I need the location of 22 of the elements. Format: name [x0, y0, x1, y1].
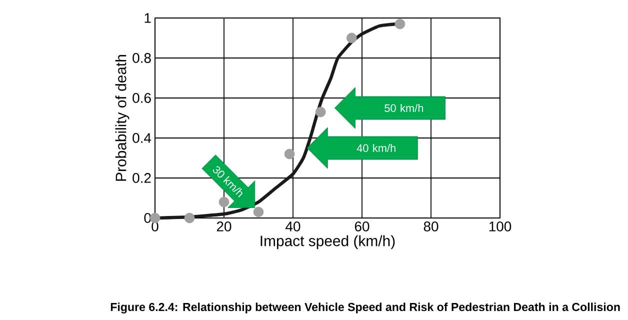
point [184, 212, 195, 224]
y-tick-label: 0.8 [132, 53, 151, 63]
x-axis-title: Impact speed (km/h) [260, 235, 395, 250]
x-tick-label: 20 [216, 222, 232, 232]
y-tick-label: 0.4 [132, 133, 152, 143]
y-tick-label: 0.2 [132, 173, 151, 183]
x-tick-label: 80 [424, 222, 438, 232]
point [394, 18, 406, 30]
annotation: 40 km/h [356, 144, 396, 152]
caption: Figure 6.2.4: Relationship between Vehicle Speed and Risk of Pedestrian Death in a Collision [110, 302, 620, 314]
annotation: 50 km/h [384, 104, 424, 112]
y-tick-label: 0.6 [132, 93, 151, 103]
point [218, 196, 230, 208]
y-axis-title: Probability of death [115, 55, 130, 181]
point [284, 148, 295, 160]
x-tick-label: 60 [354, 222, 370, 232]
point [253, 206, 264, 218]
point [346, 32, 357, 44]
x-tick-label: 40 [286, 222, 300, 232]
point [315, 106, 326, 118]
y-tick-label: 1 [144, 13, 151, 23]
x-tick-label: 100 [489, 222, 512, 232]
